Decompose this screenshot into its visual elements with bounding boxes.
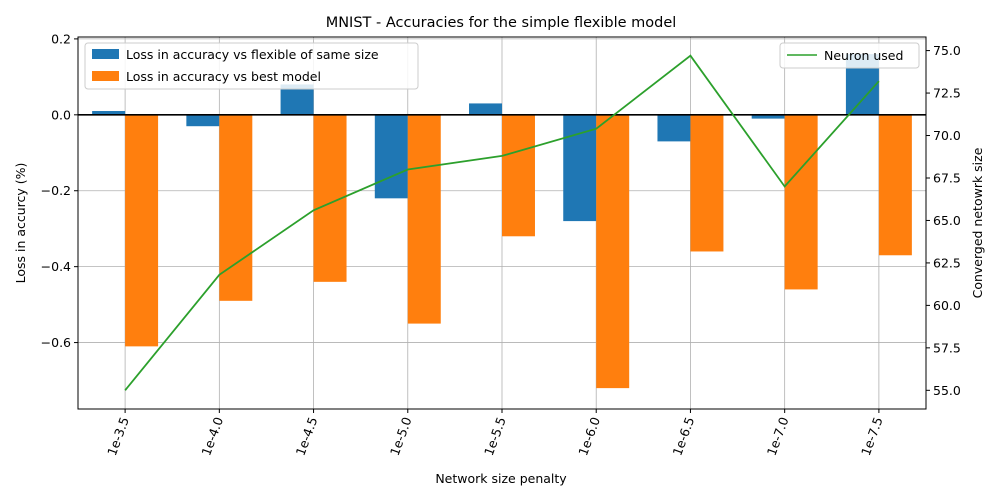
x-tick-label-1: 1e-4.0 xyxy=(198,415,226,458)
x-axis-ticks: 1e-3.5 1e-4.0 1e-4.5 1e-5.0 1e-5.5 1e-6.0 1e-6… xyxy=(104,409,886,458)
bar-1-6 xyxy=(690,114,724,252)
x-tick-label-2: 1e-4.5 xyxy=(293,415,321,458)
left-tick-label-0: −0.6 xyxy=(41,335,71,350)
left-axis-ticks: −0.6 −0.4 −0.2 0.0 0.2 xyxy=(41,31,78,350)
bar-1-7 xyxy=(784,114,818,290)
x-axis-label: Network size penalty xyxy=(435,471,567,486)
legend-swatch-orange xyxy=(92,71,119,81)
right-tick-label-6: 70.0 xyxy=(933,128,961,143)
bar-0-7 xyxy=(751,114,785,119)
legend-bars: Loss in accuracy vs flexible of same siz… xyxy=(84,42,419,90)
x-tick-label-3: 1e-5.0 xyxy=(387,415,415,458)
bar-0-4 xyxy=(469,103,502,115)
x-tick-label-7: 1e-7.0 xyxy=(764,415,792,458)
right-tick-label-3: 62.5 xyxy=(933,255,961,270)
line-layer xyxy=(124,54,880,391)
bar-1-4 xyxy=(502,114,535,237)
bar-0-2 xyxy=(280,84,314,115)
y-axis-label-right: Converged netowrk size xyxy=(970,147,985,298)
left-tick-label-4: 0.2 xyxy=(51,31,71,46)
right-tick-label-2: 60.0 xyxy=(933,298,961,313)
legend-label-neuron: Neuron used xyxy=(824,48,903,63)
x-tick-label-0: 1e-3.5 xyxy=(104,415,132,458)
bar-0-0 xyxy=(92,111,126,115)
bar-0-5 xyxy=(563,114,597,222)
right-axis-ticks: 55.0 57.5 60.0 62.5 65.0 67.5 70.0 72.5 75.0 xyxy=(926,43,961,398)
bar-0-1 xyxy=(186,114,220,127)
right-tick-label-0: 55.0 xyxy=(933,383,961,398)
legend-line: Neuron used xyxy=(779,42,920,69)
bar-1-1 xyxy=(219,114,253,301)
x-tick-label-5: 1e-6.0 xyxy=(575,415,603,458)
right-tick-label-8: 75.0 xyxy=(933,43,961,58)
right-tick-label-1: 57.5 xyxy=(933,340,961,355)
right-tick-label-5: 67.5 xyxy=(933,170,961,185)
bar-0-6 xyxy=(657,114,691,142)
neuron-used-line xyxy=(124,54,880,391)
right-tick-label-7: 72.5 xyxy=(933,86,961,101)
right-tick-label-4: 65.0 xyxy=(933,213,961,228)
legend-label-best: Loss in accuracy vs best model xyxy=(126,69,321,84)
left-tick-label-2: −0.2 xyxy=(41,183,71,198)
x-tick-label-8: 1e-7.5 xyxy=(858,415,886,458)
x-tick-label-4: 1e-5.5 xyxy=(481,415,509,458)
bar-1-8 xyxy=(878,114,912,256)
x-tick-label-6: 1e-6.5 xyxy=(669,415,697,458)
legend-swatch-blue xyxy=(92,49,119,59)
y-axis-label: Loss in accurcy (%) xyxy=(13,163,28,284)
legend-label-flexible: Loss in accuracy vs flexible of same siz… xyxy=(126,47,379,62)
bar-1-5 xyxy=(596,114,630,389)
bar-1-0 xyxy=(125,114,159,347)
bar-0-3 xyxy=(374,114,408,199)
left-tick-label-3: 0.0 xyxy=(51,107,71,122)
left-tick-label-1: −0.4 xyxy=(41,259,71,274)
bar-1-3 xyxy=(407,114,441,324)
chart-title: MNIST - Accuracies for the simple flexib… xyxy=(326,15,677,31)
